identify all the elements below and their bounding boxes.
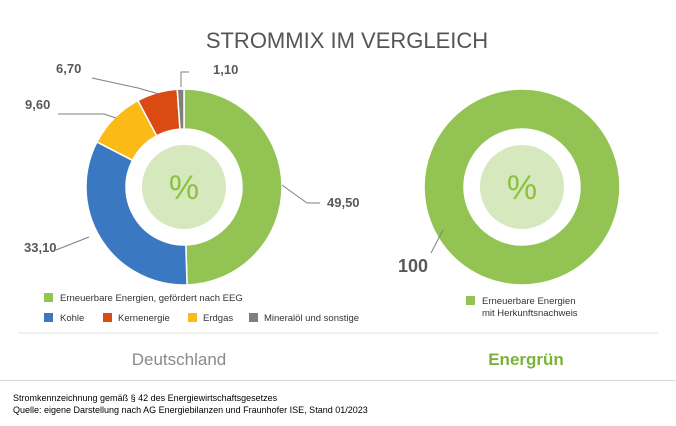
legend-label-nuclear: Kernenergie: [118, 313, 170, 324]
legend-swatch-coal: [44, 313, 53, 322]
legend-label-gas: Erdgas: [203, 313, 233, 324]
donut-energruen: [423, 88, 621, 286]
data-label-renewable: 49,50: [327, 195, 360, 210]
leader-line-energruen: [430, 229, 444, 254]
deutschland-slice-0: [183, 88, 283, 286]
deutschland-slice-1: [85, 140, 188, 286]
donut-deutschland: [85, 88, 283, 286]
data-label-oil: 1,10: [213, 62, 238, 77]
legend-label-coal: Kohle: [60, 313, 84, 324]
leader-line-gas: [58, 113, 117, 119]
donut-deutschland-center: [142, 145, 226, 229]
chart-title: STROMMIX IM VERGLEICH: [206, 28, 488, 53]
deutschland-slice-4: [176, 88, 185, 130]
data-label-coal: 33,10: [24, 240, 57, 255]
legend-label-oil: Mineralöl und sonstige: [264, 313, 359, 324]
legend-swatch-nuclear: [103, 313, 112, 322]
donut-deutschland-center-label: %: [169, 169, 199, 207]
leader-line-coal: [55, 236, 90, 251]
legend-label-renewable: Erneuerbare Energien, gefördert nach EEG: [60, 293, 243, 304]
energruen-slice-0: [423, 88, 621, 286]
leader-line-renewable: [281, 184, 320, 204]
donut-energruen-center: [480, 145, 564, 229]
leader-line-oil: [180, 71, 189, 87]
donut-energruen-center-label: %: [507, 169, 537, 207]
legend-swatch-oil: [249, 313, 258, 322]
legend-swatch-renewable: [44, 293, 53, 302]
legend-label-energruen-line1: Erneuerbare Energien: [482, 296, 575, 307]
data-label-energruen: 100: [398, 256, 428, 276]
legend-swatch-gas: [188, 313, 197, 322]
footer-line-1: Stromkennzeichnung gemäß § 42 des Energi…: [13, 393, 278, 403]
footer: Stromkennzeichnung gemäß § 42 des Energi…: [0, 380, 676, 426]
data-label-gas: 9,60: [25, 97, 50, 112]
country-label-deutschland: Deutschland: [132, 350, 227, 369]
data-label-nuclear: 6,70: [56, 61, 81, 76]
footer-line-2: Quelle: eigene Darstellung nach AG Energ…: [13, 405, 368, 415]
legend-label-energruen-line2: mit Herkunftsnachweis: [482, 308, 578, 319]
legend-swatch-energruen: [466, 296, 475, 305]
leader-line-nuclear: [91, 77, 160, 95]
country-label-energruen: Energrün: [488, 350, 564, 369]
